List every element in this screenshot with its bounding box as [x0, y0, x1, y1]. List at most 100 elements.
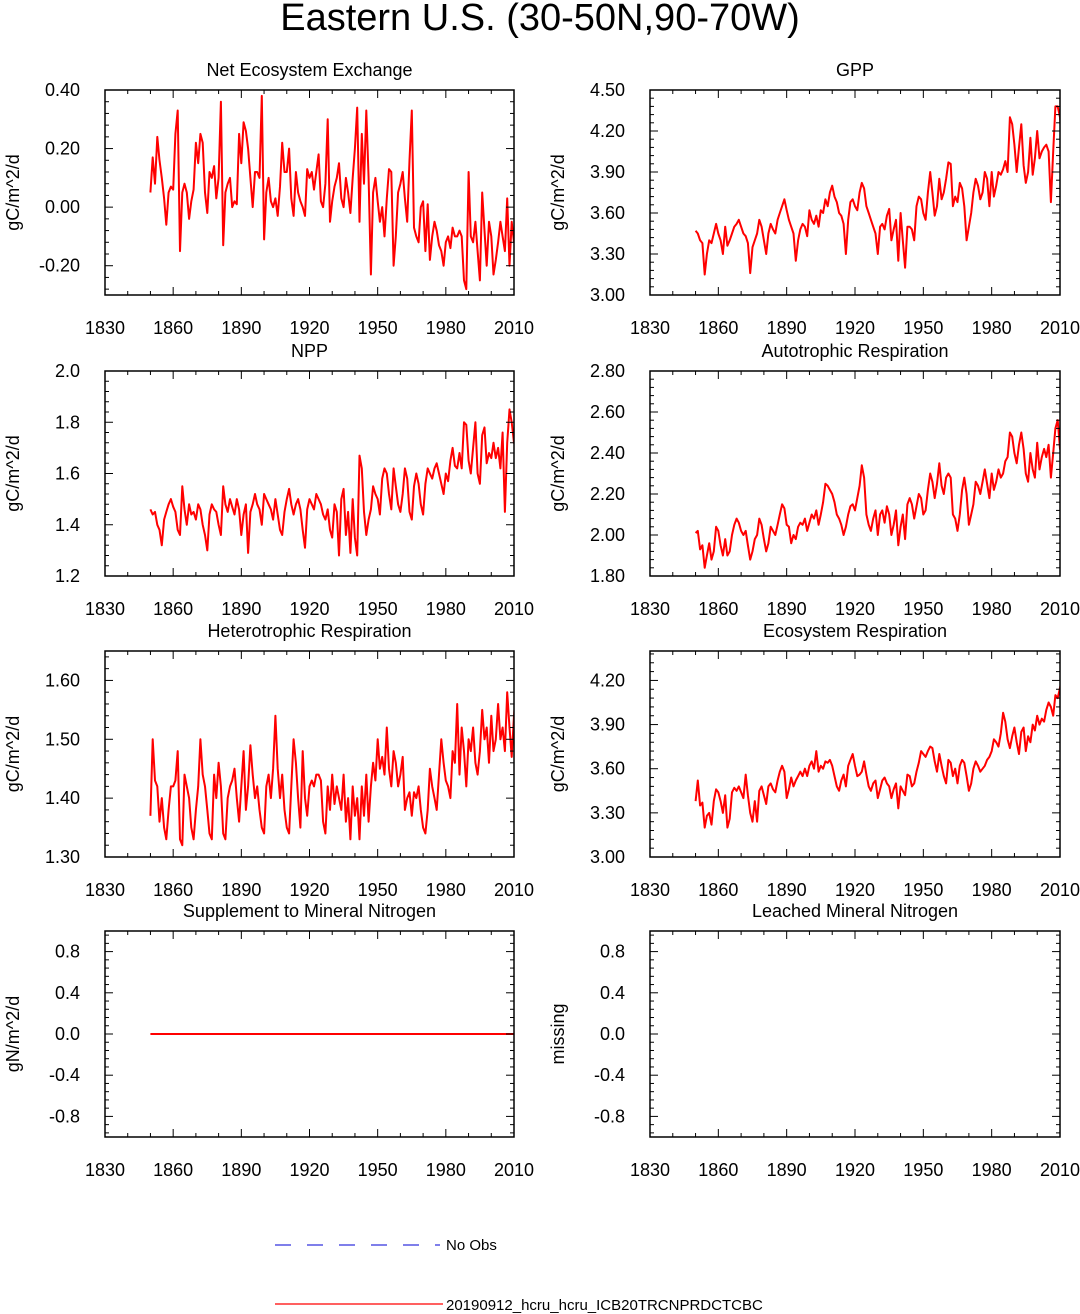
y-axis-label-ecosystem-respiration: gC/m^2/d [548, 716, 568, 792]
x-tick-label-supplement-to-mineral-nitrogen: 2010 [494, 1160, 534, 1180]
series-line-npp [149, 408, 514, 557]
y-tick-label-heterotrophic-respiration: 1.60 [45, 670, 80, 690]
x-tick-label-net-ecosystem-exchange: 1860 [153, 318, 193, 338]
plot-frame-leached-mineral-nitrogen [649, 930, 1061, 1138]
x-tick-label-net-ecosystem-exchange: 1830 [85, 318, 125, 338]
series-line-heterotrophic-respiration [149, 691, 514, 847]
panel-title-supplement-to-mineral-nitrogen: Supplement to Mineral Nitrogen [183, 901, 436, 921]
y-tick-label-npp: 1.8 [55, 412, 80, 432]
figure-title: Eastern U.S. (30-50N,90-70W) [280, 0, 800, 39]
y-tick-label-net-ecosystem-exchange: 0.20 [45, 139, 80, 159]
series-line-autotrophic-respiration [694, 419, 1060, 569]
y-tick-label-gpp: 3.30 [590, 244, 625, 264]
y-tick-label-heterotrophic-respiration: 1.40 [45, 788, 80, 808]
panel-title-npp: NPP [291, 341, 328, 361]
y-tick-label-autotrophic-respiration: 1.80 [590, 566, 625, 586]
x-tick-label-net-ecosystem-exchange: 1890 [221, 318, 261, 338]
y-tick-label-supplement-to-mineral-nitrogen: -0.8 [49, 1106, 80, 1126]
x-tick-label-autotrophic-respiration: 1830 [630, 599, 670, 619]
x-tick-label-npp: 1920 [289, 599, 329, 619]
x-tick-label-leached-mineral-nitrogen: 2010 [1040, 1160, 1080, 1180]
x-tick-label-heterotrophic-respiration: 1890 [221, 880, 261, 900]
y-axis-label-leached-mineral-nitrogen: missing [548, 1003, 568, 1064]
legend-label-no-obs: No Obs [446, 1237, 497, 1254]
y-tick-label-leached-mineral-nitrogen: -0.8 [594, 1106, 625, 1126]
x-tick-label-ecosystem-respiration: 1980 [972, 880, 1012, 900]
x-tick-label-supplement-to-mineral-nitrogen: 1920 [289, 1160, 329, 1180]
x-tick-label-net-ecosystem-exchange: 1980 [426, 318, 466, 338]
x-tick-label-npp: 1950 [358, 599, 398, 619]
y-tick-label-leached-mineral-nitrogen: 0.8 [600, 942, 625, 962]
x-tick-label-npp: 1890 [221, 599, 261, 619]
x-tick-label-ecosystem-respiration: 1950 [903, 880, 943, 900]
y-axis-label-autotrophic-respiration: gC/m^2/d [548, 435, 568, 511]
x-tick-label-gpp: 2010 [1040, 318, 1080, 338]
x-tick-label-heterotrophic-respiration: 1860 [153, 880, 193, 900]
plot-frame-npp [104, 370, 515, 577]
series-line-net-ecosystem-exchange [149, 94, 514, 291]
x-tick-label-gpp: 1950 [903, 318, 943, 338]
y-tick-label-npp: 1.4 [55, 515, 80, 535]
x-tick-label-autotrophic-respiration: 2010 [1040, 599, 1080, 619]
x-tick-label-leached-mineral-nitrogen: 1980 [972, 1160, 1012, 1180]
y-axis-label-npp: gC/m^2/d [3, 435, 23, 511]
y-tick-label-supplement-to-mineral-nitrogen: 0.8 [55, 942, 80, 962]
x-tick-label-ecosystem-respiration: 1860 [698, 880, 738, 900]
y-tick-label-autotrophic-respiration: 2.00 [590, 525, 625, 545]
y-tick-label-npp: 2.0 [55, 361, 80, 381]
y-tick-label-leached-mineral-nitrogen: 0.4 [600, 983, 625, 1003]
x-tick-label-ecosystem-respiration: 2010 [1040, 880, 1080, 900]
y-tick-label-gpp: 3.90 [590, 162, 625, 182]
y-tick-label-leached-mineral-nitrogen: -0.4 [594, 1065, 625, 1085]
x-tick-label-ecosystem-respiration: 1830 [630, 880, 670, 900]
x-tick-label-leached-mineral-nitrogen: 1920 [835, 1160, 875, 1180]
y-tick-label-supplement-to-mineral-nitrogen: 0.4 [55, 983, 80, 1003]
y-tick-label-npp: 1.2 [55, 566, 80, 586]
panel-title-net-ecosystem-exchange: Net Ecosystem Exchange [206, 60, 412, 80]
x-tick-label-supplement-to-mineral-nitrogen: 1830 [85, 1160, 125, 1180]
panel-supplement-to-mineral-nitrogen: Supplement to Mineral Nitrogen 1830 1860 18… [3, 901, 534, 1180]
x-tick-label-npp: 2010 [494, 599, 534, 619]
x-tick-label-heterotrophic-respiration: 2010 [494, 880, 534, 900]
x-tick-label-npp: 1830 [85, 599, 125, 619]
y-tick-label-autotrophic-respiration: 2.20 [590, 484, 625, 504]
panel-autotrophic-respiration: Autotrophic Respiration 1830 1860 1890 1920 1… [548, 341, 1080, 619]
x-tick-label-autotrophic-respiration: 1980 [972, 599, 1012, 619]
x-tick-label-supplement-to-mineral-nitrogen: 1980 [426, 1160, 466, 1180]
y-tick-label-autotrophic-respiration: 2.60 [590, 402, 625, 422]
x-tick-label-ecosystem-respiration: 1920 [835, 880, 875, 900]
x-tick-label-heterotrophic-respiration: 1950 [358, 880, 398, 900]
y-tick-label-heterotrophic-respiration: 1.30 [45, 847, 80, 867]
series-line-ecosystem-respiration [694, 683, 1060, 829]
panel-net-ecosystem-exchange: Net Ecosystem Exchange 1830 1860 1890 1920 19… [3, 60, 534, 338]
x-tick-label-net-ecosystem-exchange: 2010 [494, 318, 534, 338]
panel-title-ecosystem-respiration: Ecosystem Respiration [763, 621, 947, 641]
y-axis-label-heterotrophic-respiration: gC/m^2/d [3, 716, 23, 792]
y-tick-label-ecosystem-respiration: 3.30 [590, 803, 625, 823]
y-tick-label-gpp: 4.20 [590, 121, 625, 141]
panel-heterotrophic-respiration: Heterotrophic Respiration 1830 1860 1890 192… [3, 621, 534, 900]
panel-title-gpp: GPP [836, 60, 874, 80]
x-tick-label-supplement-to-mineral-nitrogen: 1950 [358, 1160, 398, 1180]
y-tick-label-gpp: 4.50 [590, 80, 625, 100]
panel-leached-mineral-nitrogen: Leached Mineral Nitrogen 1830 1860 1890 1920… [548, 901, 1080, 1180]
y-tick-label-gpp: 3.60 [590, 203, 625, 223]
y-tick-label-autotrophic-respiration: 2.40 [590, 443, 625, 463]
x-tick-label-leached-mineral-nitrogen: 1890 [767, 1160, 807, 1180]
x-tick-label-gpp: 1860 [698, 318, 738, 338]
x-tick-label-gpp: 1980 [972, 318, 1012, 338]
x-tick-label-autotrophic-respiration: 1920 [835, 599, 875, 619]
x-tick-label-npp: 1980 [426, 599, 466, 619]
legend-label-model: 20190912_hcru_hcru_ICB20TRCNPRDCTCBC [446, 1297, 763, 1314]
y-tick-label-heterotrophic-respiration: 1.50 [45, 729, 80, 749]
y-tick-label-ecosystem-respiration: 3.00 [590, 847, 625, 867]
panel-title-heterotrophic-respiration: Heterotrophic Respiration [207, 621, 411, 641]
y-tick-label-net-ecosystem-exchange: -0.20 [39, 256, 80, 276]
panel-ecosystem-respiration: Ecosystem Respiration 1830 1860 1890 1920 195… [548, 621, 1080, 900]
y-tick-label-leached-mineral-nitrogen: 0.0 [600, 1024, 625, 1044]
y-tick-label-ecosystem-respiration: 3.90 [590, 715, 625, 735]
x-tick-label-net-ecosystem-exchange: 1920 [289, 318, 329, 338]
y-tick-label-ecosystem-respiration: 3.60 [590, 759, 625, 779]
y-tick-label-npp: 1.6 [55, 464, 80, 484]
